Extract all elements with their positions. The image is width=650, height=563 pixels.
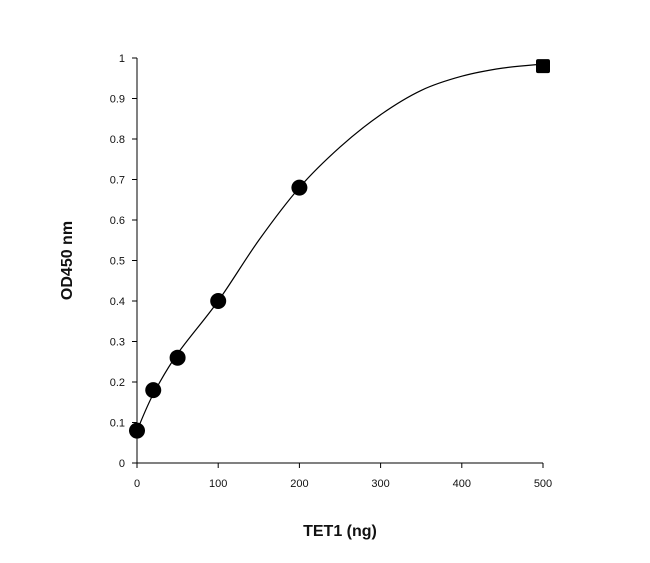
x-tick-label: 500: [534, 478, 552, 490]
data-point: [129, 422, 145, 439]
data-point: [210, 293, 227, 309]
curve-layer: [136, 63, 544, 431]
data-point: [169, 349, 186, 366]
y-tick-label: 0.2: [110, 377, 125, 389]
x-tick-label: 400: [453, 478, 471, 490]
y-tick-label: 0.7: [110, 175, 125, 187]
y-tick-label: 1: [119, 53, 125, 65]
y-tick-label: 0.3: [110, 337, 125, 349]
x-tick-label: 300: [371, 478, 389, 490]
data-point: [145, 382, 162, 399]
fit-curve: [136, 63, 544, 431]
y-tick-label: 0.9: [110, 94, 125, 106]
x-tick-label: 100: [209, 478, 227, 490]
y-axis-title: OD450 nm: [59, 221, 76, 300]
y-tick-label: 0.1: [110, 418, 125, 430]
ticks-layer: 0 0.1 0.2 0.3 0.4 0.5 0.6 0.7 0.8 0.9 1 0 100 200 300 4…: [110, 53, 552, 490]
y-tick-label: 0.5: [110, 256, 125, 268]
x-axis-title: TET1 (ng): [303, 523, 377, 540]
y-tick-label: 0.6: [110, 215, 125, 227]
x-tick-label: 200: [290, 478, 308, 490]
x-tick-label: 0: [134, 478, 140, 490]
axes-layer: [136, 58, 543, 464]
y-tick-label: 0.4: [110, 296, 125, 308]
points-layer: [129, 59, 550, 439]
y-tick-label: 0: [119, 458, 125, 470]
y-tick-label: 0.8: [110, 134, 125, 146]
data-point: [291, 179, 308, 196]
data-point-square: [536, 59, 550, 74]
